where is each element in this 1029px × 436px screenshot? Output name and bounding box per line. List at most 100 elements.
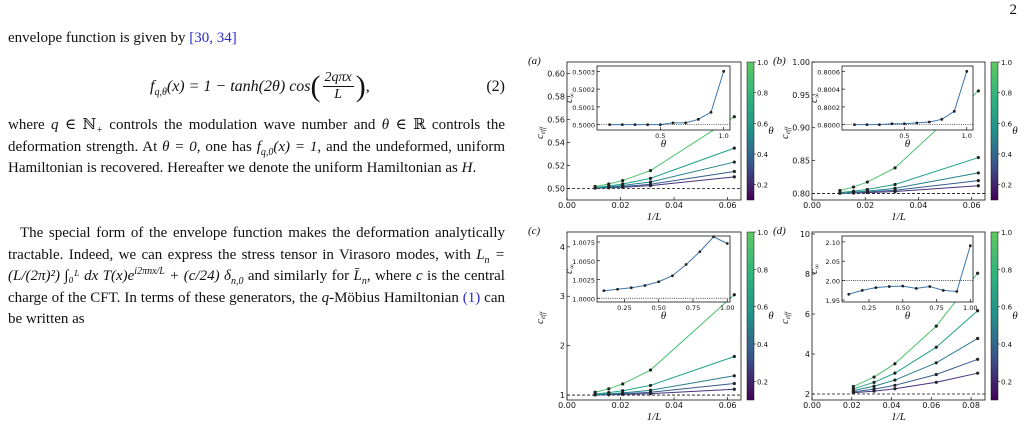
data-point bbox=[934, 380, 938, 384]
y-tick-label: 1.0075 bbox=[572, 239, 595, 247]
x-tick-label: 0.50 bbox=[651, 304, 665, 312]
text-run: n bbox=[484, 254, 490, 266]
inset-point bbox=[901, 284, 905, 288]
text-run: n bbox=[361, 276, 367, 287]
y-tick-label: 0.50 bbox=[547, 185, 565, 194]
text-run: is the central charge of the CFT. In ter… bbox=[8, 268, 505, 306]
data-point bbox=[648, 168, 653, 173]
inset-point bbox=[865, 123, 869, 127]
y-tick-label: 0.85 bbox=[792, 157, 810, 166]
y-tick-label: 1.00 bbox=[792, 58, 810, 67]
inset-x-label: θ bbox=[661, 138, 667, 150]
text-run: q,0 bbox=[260, 146, 274, 158]
y-tick-label: 4 bbox=[560, 243, 565, 252]
data-point bbox=[865, 187, 869, 192]
text-run: f bbox=[150, 77, 155, 95]
y-label-sub: ∞ bbox=[813, 264, 821, 269]
y-label-sub: eff bbox=[539, 126, 547, 134]
y-tick-label: 0.56 bbox=[547, 116, 565, 125]
data-point bbox=[648, 180, 653, 184]
text-run: [30, 34] bbox=[189, 30, 237, 46]
y-label-base: c bbox=[779, 134, 791, 139]
y-tick-label: 0.90 bbox=[792, 124, 810, 133]
x-tick-label: 1.0 bbox=[962, 132, 972, 140]
axes-frame bbox=[841, 65, 974, 131]
data-point bbox=[934, 324, 938, 328]
colorbar-tick-label: 1.0 bbox=[757, 59, 768, 67]
inset-point bbox=[955, 290, 959, 293]
y-tick-label: 1.0025 bbox=[572, 277, 595, 285]
colorbar-tick-label: 0.6 bbox=[1001, 120, 1013, 128]
inset-x-label: θ bbox=[905, 138, 911, 150]
inset-point bbox=[671, 274, 674, 278]
y-label-base: c bbox=[563, 98, 575, 103]
fraction: 2qπx L bbox=[322, 70, 354, 103]
inset-point bbox=[927, 120, 931, 124]
data-point bbox=[934, 372, 938, 377]
text-run: = (L/(2π)²) ∫₀ᴸ dx T(x)e bbox=[8, 246, 506, 285]
data-point bbox=[593, 390, 597, 394]
inset-point bbox=[629, 286, 633, 290]
paragraph: The special form of the envelope functio… bbox=[8, 223, 505, 331]
data-point bbox=[893, 383, 897, 387]
inset-point bbox=[887, 285, 891, 288]
colorbar-tick-label: 0.8 bbox=[1001, 90, 1012, 98]
data-point bbox=[838, 188, 842, 193]
inset-point bbox=[847, 292, 851, 296]
x-axis-label: 1/L bbox=[891, 411, 906, 423]
y-tick-label: 2 bbox=[560, 342, 565, 351]
x-tick-label: 1.00 bbox=[720, 304, 734, 312]
colorbar-tick-label: 0.4 bbox=[1001, 151, 1013, 159]
text-run: q,θ bbox=[154, 86, 167, 98]
x-tick-label: 0.06 bbox=[719, 401, 737, 410]
text-run: (x) = 1 bbox=[273, 138, 318, 155]
inset-point bbox=[633, 123, 637, 127]
inset-point bbox=[620, 123, 624, 127]
x-tick-label: 0.02 bbox=[856, 201, 874, 210]
text-run: q bbox=[321, 289, 330, 306]
y-tick-label: 0.8004 bbox=[817, 86, 840, 94]
data-point bbox=[893, 378, 897, 382]
colorbar-tick-label: 0.4 bbox=[1001, 341, 1013, 349]
text-run: i2πnx/L bbox=[134, 266, 165, 277]
data-point bbox=[872, 384, 876, 388]
inset-point bbox=[722, 69, 726, 73]
equation-body: fq,θ(x) = 1 − tanh(2θ) cos ( 2qπx L ), bbox=[150, 70, 370, 103]
y-axis-label: ceff bbox=[534, 311, 547, 324]
paragraph: envelope function is given by [30, 34] bbox=[8, 28, 505, 50]
x-tick-label: 0.5 bbox=[655, 132, 665, 140]
text-run: -Möbius Hamiltonian bbox=[329, 289, 463, 306]
data-point bbox=[621, 182, 625, 186]
text-run: L̄ bbox=[353, 268, 362, 284]
inset-point bbox=[914, 287, 918, 290]
x-tick-label: 0.06 bbox=[719, 201, 737, 210]
inset-point bbox=[709, 110, 713, 114]
y-tick-label: 1.95 bbox=[826, 297, 840, 305]
y-tick-label: 0.5000 bbox=[572, 122, 595, 130]
x-tick-label: 1.0 bbox=[718, 132, 728, 140]
data-point bbox=[593, 184, 597, 189]
colorbar bbox=[990, 231, 999, 401]
text-run: n,0 bbox=[230, 276, 244, 287]
y-axis-label: ceff bbox=[534, 126, 547, 139]
equation: fq,θ(x) = 1 − tanh(2θ) cos ( 2qπx L ), (2… bbox=[0, 64, 505, 103]
x-tick-label: 0.06 bbox=[963, 201, 981, 210]
x-axis-label: 1/L bbox=[891, 211, 906, 223]
inset-point bbox=[698, 250, 702, 254]
data-point bbox=[893, 182, 897, 187]
x-tick-label: 0.00 bbox=[803, 401, 821, 410]
inset-point bbox=[643, 284, 647, 287]
x-tick-label: 0.00 bbox=[558, 401, 576, 410]
inset-point bbox=[712, 235, 715, 239]
y-label-base: c bbox=[808, 98, 820, 103]
y-tick-label: 0.52 bbox=[547, 162, 565, 171]
inset-point bbox=[878, 123, 881, 127]
inset-point bbox=[928, 285, 932, 288]
y-tick-label: 2 bbox=[805, 390, 810, 399]
text-run: H bbox=[461, 160, 473, 176]
y-tick-label: 0.58 bbox=[547, 93, 565, 102]
colorbar-label: θ bbox=[768, 310, 774, 322]
data-point bbox=[732, 175, 736, 179]
inset-point bbox=[853, 123, 856, 127]
y-tick-label: 0.54 bbox=[547, 139, 565, 148]
